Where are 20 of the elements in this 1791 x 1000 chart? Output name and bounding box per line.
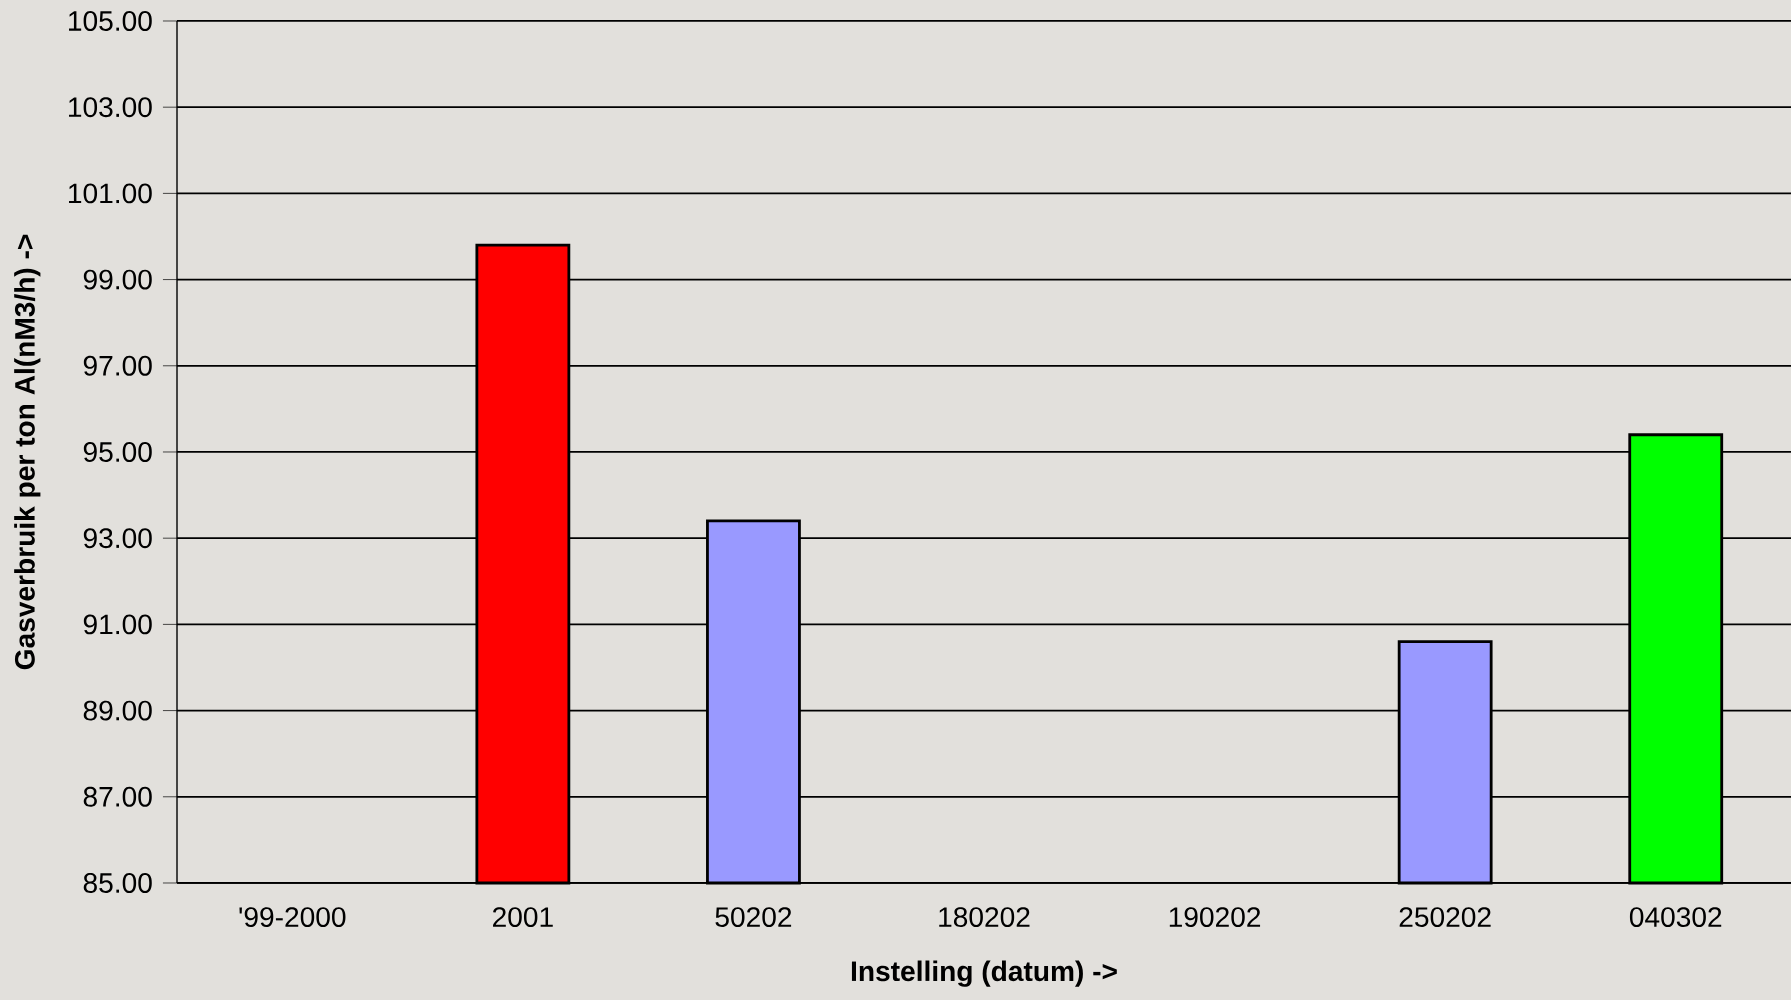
x-tick-label: 190202 [1169,907,1261,928]
y-tick-label: 87.00 [83,786,152,807]
y-tick-label: 101.00 [69,183,152,204]
x-tick-label: 50202 [715,907,792,928]
y-tick-label: 105.00 [69,11,152,31]
y-axis-title: Gasverbruik per ton Al(nM3/h) -> [14,234,41,670]
y-tick-label: 93.00 [83,528,152,549]
y-tick-label: 85.00 [83,873,152,893]
y-tick-label: 95.00 [83,442,152,462]
y-tick-label: 99.00 [83,269,152,290]
y-tick-label: 89.00 [83,700,152,721]
x-tick-label: 250202 [1399,907,1491,928]
x-axis-title: Instelling (datum) -> [851,960,1117,987]
y-tick-label: 91.00 [83,614,152,635]
x-tick-label: 2001 [493,907,553,928]
x-tick-label: '99-2000 [239,907,346,928]
x-tick-label: 040302 [1629,907,1722,928]
y-tick-label: 97.00 [83,355,152,376]
x-tick-label: 180202 [939,907,1030,928]
y-tick-label: 103.00 [69,97,152,118]
